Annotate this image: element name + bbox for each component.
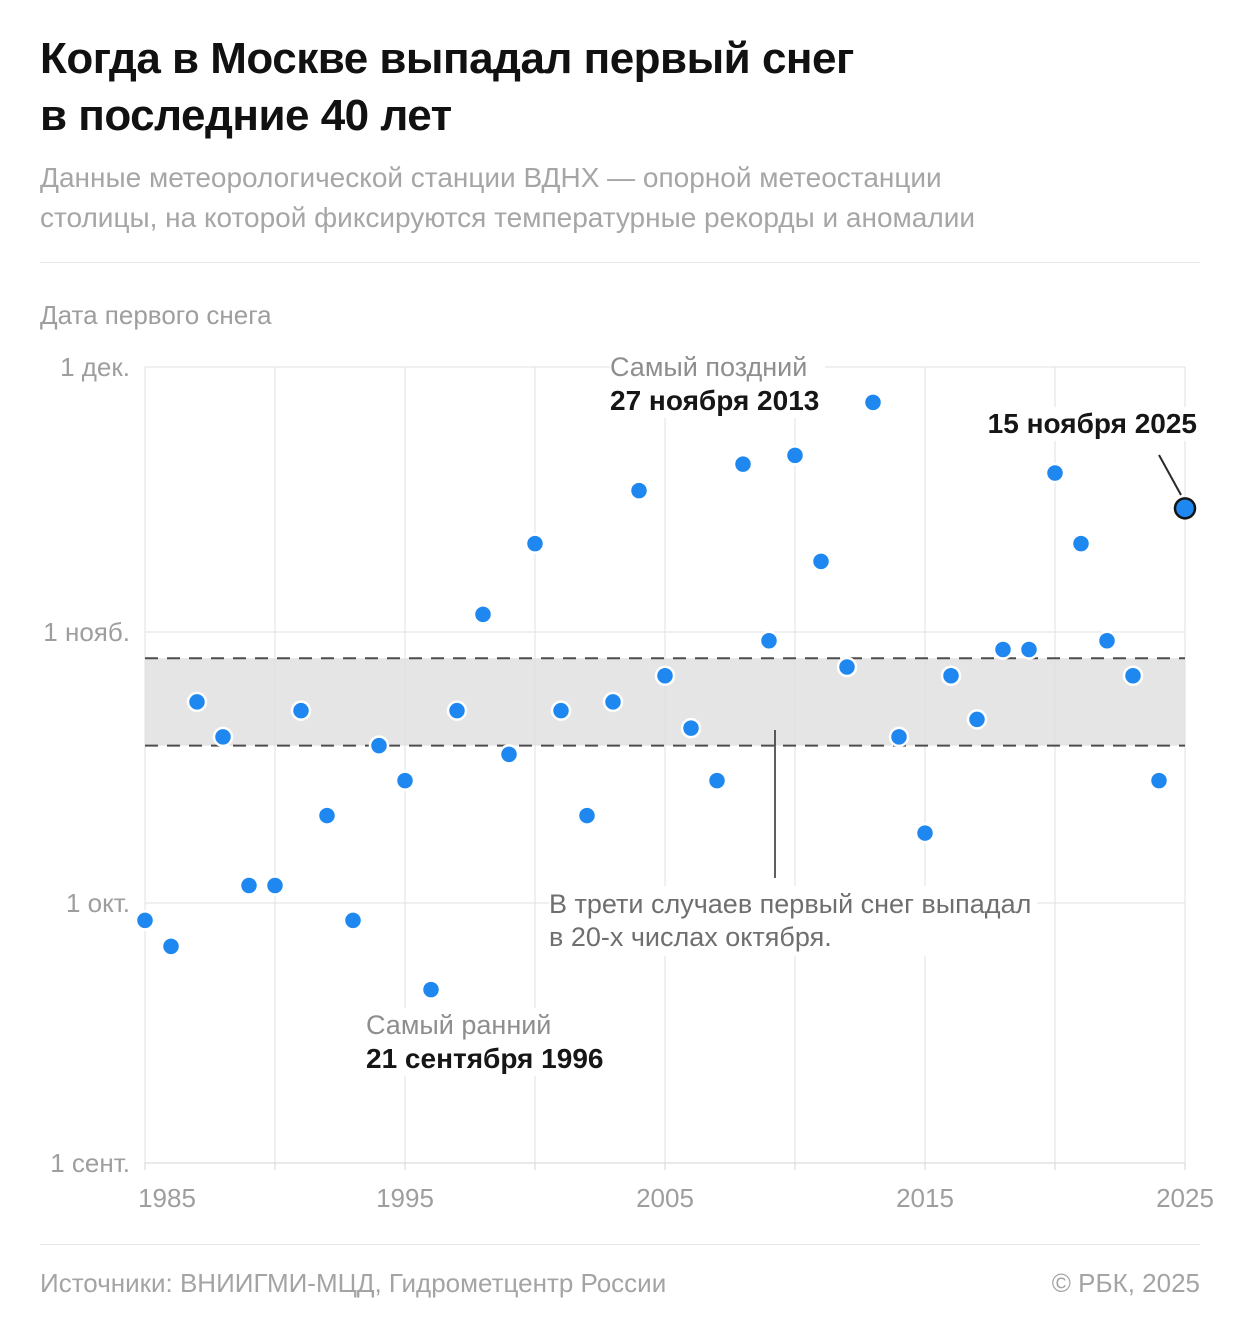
x-axis-label: 2025: [1156, 1183, 1214, 1213]
data-point: [862, 392, 884, 413]
data-point: [940, 665, 962, 686]
annotation-latest-date: 27 ноября 2013: [610, 385, 820, 416]
data-point: [836, 656, 858, 678]
data-point: [264, 875, 286, 896]
data-point: [1070, 533, 1092, 554]
y-axis-label: 1 дек.: [60, 352, 130, 382]
highlight-band: [145, 658, 1185, 746]
data-point: [602, 691, 624, 713]
footer-divider: [40, 1244, 1200, 1245]
data-point: [212, 726, 234, 748]
annotation-latest-snow: Самый поздний 27 ноября 2013: [610, 350, 826, 418]
data-point: [758, 630, 780, 651]
x-axis-label: 1995: [376, 1183, 434, 1213]
footer-copyright: © РБК, 2025: [1051, 1268, 1200, 1298]
callout-line-2025: [1158, 454, 1182, 496]
data-point: [316, 805, 338, 826]
y-axis-title: Дата первого снега: [40, 300, 272, 330]
x-axis-label: 2015: [896, 1183, 954, 1213]
page-title: Когда в Москве выпадал первый снег в пос…: [40, 30, 1200, 144]
data-point: [1096, 630, 1118, 651]
page-subtitle-line2: столицы, на которой фиксируются температ…: [40, 202, 975, 233]
annotation-latest-label: Самый поздний: [610, 352, 808, 382]
data-point: [550, 700, 572, 721]
data-point: [888, 726, 910, 748]
footer-sources: Источники: ВНИИГМИ-МЦД, Гидрометцентр Ро…: [40, 1268, 667, 1298]
annotation-band-note-line2: в 20-х числах октября.: [549, 922, 832, 952]
page-title-line2: в последние 40 лет: [40, 91, 452, 140]
data-point: [1122, 665, 1144, 686]
data-point: [680, 717, 702, 739]
data-point: [1044, 462, 1066, 484]
annotation-2025-date: 15 ноября 2025: [987, 408, 1197, 439]
data-point: [992, 639, 1014, 660]
data-point: [628, 480, 650, 501]
y-axis-label: 1 сент.: [50, 1148, 130, 1178]
annotation-band-note-line1: В трети случаев первый снег выпадал: [549, 889, 1032, 919]
data-point: [914, 822, 936, 844]
data-point: [1018, 639, 1040, 660]
annotation-2025: 15 ноября 2025: [981, 407, 1197, 441]
x-axis-label: 2005: [636, 1183, 694, 1213]
data-point: [810, 551, 832, 572]
annotation-band-note: В трети случаев первый снег выпадал в 20…: [549, 886, 1038, 956]
data-point: [498, 744, 520, 765]
data-point: [238, 875, 260, 896]
annotation-earliest-snow: Самый ранний 21 сентября 1996: [366, 1008, 610, 1076]
y-axis-label: 1 окт.: [65, 888, 130, 918]
annotation-earliest-date: 21 сентября 1996: [366, 1043, 604, 1074]
data-point: [342, 910, 364, 931]
data-point: [1148, 770, 1170, 791]
data-point: [732, 453, 754, 475]
data-point: [784, 445, 806, 466]
data-point: [420, 979, 442, 1000]
page-subtitle: Данные метеорологической станции ВДНХ — …: [40, 158, 1200, 238]
data-point: [472, 604, 494, 625]
page-title-line1: Когда в Москве выпадал первый снег: [40, 34, 854, 83]
header-divider: [40, 262, 1200, 263]
page-subtitle-line1: Данные метеорологической станции ВДНХ — …: [40, 162, 942, 193]
data-point: [290, 700, 312, 721]
y-axis-label: 1 нояб.: [43, 617, 130, 647]
data-point: [368, 735, 390, 756]
data-point: [160, 936, 182, 957]
data-point: [654, 665, 676, 686]
annotation-earliest-label: Самый ранний: [366, 1010, 552, 1040]
data-point: [186, 691, 208, 713]
data-point: [706, 770, 728, 791]
data-point-highlighted: [1173, 497, 1197, 520]
data-point: [576, 805, 598, 826]
data-point: [394, 770, 416, 791]
x-axis-label: 1985: [138, 1183, 196, 1213]
data-point: [446, 700, 468, 721]
data-point: [134, 910, 156, 931]
data-point: [524, 533, 546, 554]
data-point: [966, 709, 988, 730]
